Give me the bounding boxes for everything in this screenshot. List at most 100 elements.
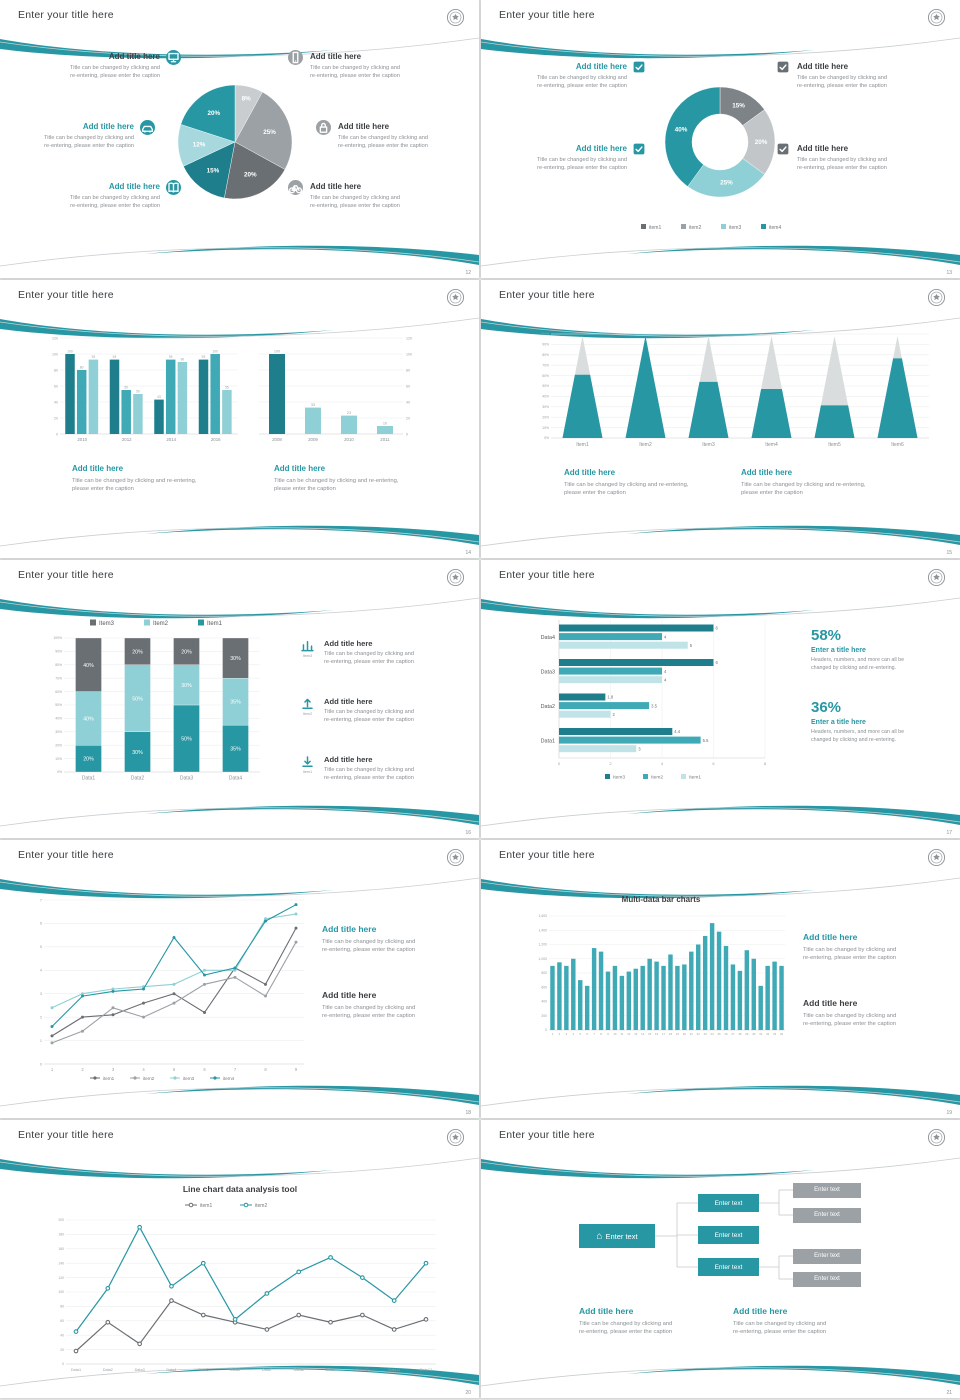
slide-title: Enter your title here <box>18 849 114 861</box>
page-number: 17 <box>946 830 952 836</box>
svg-text:400: 400 <box>541 1000 547 1004</box>
svg-text:Data5: Data5 <box>198 1368 208 1372</box>
flow-mid-node: Enter text <box>698 1258 759 1276</box>
svg-text:Item2: Item2 <box>153 621 169 627</box>
caption: Headers, numbers, and more can all be <box>811 657 905 663</box>
icon-sub-label: Item1 <box>302 770 313 774</box>
svg-text:60: 60 <box>54 384 58 388</box>
caption: Title can be changed by clicking and <box>322 1005 416 1011</box>
caption: re-entering, please enter the caption <box>70 73 160 79</box>
svg-text:Data11: Data11 <box>388 1368 400 1372</box>
caption: re-entering, please enter the caption <box>322 947 416 953</box>
school-seal-icon <box>446 848 465 867</box>
svg-text:Data2: Data2 <box>541 704 555 710</box>
svg-text:Data1: Data1 <box>541 738 555 744</box>
svg-text:Data2: Data2 <box>131 776 145 782</box>
svg-text:2009: 2009 <box>308 437 318 442</box>
add-title: Add title here <box>338 122 390 131</box>
svg-text:16: 16 <box>655 1032 659 1036</box>
svg-text:Data10: Data10 <box>356 1368 368 1372</box>
svg-text:2016: 2016 <box>211 437 221 442</box>
flow-leaf-node: Enter text <box>793 1248 861 1264</box>
svg-text:2: 2 <box>613 712 616 717</box>
bar-chart: 0 20 40 60 80 100 120 100 2008 33 2009 23 2010 10 2011 <box>259 336 412 442</box>
svg-text:1: 1 <box>51 1067 54 1072</box>
caption: Title can be changed by clicking and <box>310 65 400 71</box>
caption: Headers, numbers, and more can all be <box>811 729 905 735</box>
add-title: Add title here <box>579 1306 634 1316</box>
svg-text:Data1: Data1 <box>71 1368 81 1372</box>
node-label: Enter text <box>814 1212 840 1218</box>
caption: Title can be changed by clicking and re-… <box>741 482 866 488</box>
svg-text:40: 40 <box>54 400 58 404</box>
svg-text:29: 29 <box>745 1032 749 1036</box>
svg-text:5: 5 <box>690 643 693 648</box>
slide-title: Enter your title here <box>499 1129 595 1141</box>
svg-text:20%: 20% <box>132 649 143 655</box>
slide-header: Enter your title here <box>481 280 960 314</box>
svg-text:10: 10 <box>613 1032 617 1036</box>
check-icon <box>777 61 789 73</box>
svg-text:90%: 90% <box>55 650 62 654</box>
slide-page-19: Enter your title here Multi-data bar cha… <box>481 840 960 1118</box>
svg-text:Data3: Data3 <box>135 1368 145 1372</box>
add-title: Add title here <box>72 464 124 473</box>
svg-text:24: 24 <box>711 1032 715 1036</box>
svg-text:100: 100 <box>406 352 412 356</box>
chart-legend: item1 item2 <box>185 1202 267 1209</box>
svg-text:item3: item3 <box>729 225 741 231</box>
svg-text:40: 40 <box>60 1333 64 1337</box>
caption: re-entering, please enter the caption <box>338 143 428 149</box>
add-title: Add title here <box>564 468 616 477</box>
svg-text:Data7: Data7 <box>262 1368 272 1372</box>
svg-text:80: 80 <box>54 368 58 372</box>
svg-text:Data1: Data1 <box>82 776 96 782</box>
svg-text:50%: 50% <box>55 703 62 707</box>
svg-text:60%: 60% <box>55 690 62 694</box>
node-label: Enter text <box>714 1231 743 1239</box>
school-seal-icon <box>927 1128 946 1147</box>
slide-header: Enter your title here <box>0 1120 479 1154</box>
svg-text:5: 5 <box>579 1032 581 1036</box>
slide-page-18: Enter your title here 0 1 2 3 4 5 6 7 1 2 3 4 5 6 7 8 9 i… <box>0 840 479 1118</box>
page-number: 16 <box>465 830 471 836</box>
add-title: Add title here <box>575 144 627 153</box>
page-number: 14 <box>465 550 471 556</box>
svg-text:Item3: Item3 <box>702 442 715 448</box>
slide-header: Enter your title here <box>481 1120 960 1154</box>
upload-icon <box>302 698 313 710</box>
svg-text:7: 7 <box>593 1032 595 1036</box>
svg-text:Data4: Data4 <box>229 776 243 782</box>
svg-text:Item1: Item1 <box>576 442 589 448</box>
caption: please enter the caption <box>72 486 134 492</box>
caption: please enter the caption <box>274 486 336 492</box>
svg-text:1,200: 1,200 <box>539 943 548 947</box>
chart-title: Multi-data bar charts <box>621 895 701 904</box>
svg-text:Item2: Item2 <box>651 775 663 781</box>
lock-icon <box>316 120 331 135</box>
svg-text:2011: 2011 <box>380 437 390 442</box>
add-title: Add title here <box>322 924 377 934</box>
svg-text:4: 4 <box>142 1067 145 1072</box>
svg-text:8%: 8% <box>242 95 252 102</box>
page-number: 15 <box>946 550 952 556</box>
svg-text:93: 93 <box>202 355 206 359</box>
svg-text:28: 28 <box>738 1032 742 1036</box>
slide-header: Enter your title here <box>481 560 960 594</box>
svg-text:20: 20 <box>54 416 58 420</box>
caption: re-entering, please enter the caption <box>537 83 627 89</box>
add-title: Add title here <box>803 932 858 942</box>
slide-body: 0% 10% 20% 30% 40% 50% 60% 70% 80% 90% 100% Item1 It… <box>481 280 960 558</box>
node-label: Enter text <box>814 1276 840 1282</box>
svg-text:Data3: Data3 <box>180 776 194 782</box>
caption: Title can be changed by clicking and <box>537 157 627 163</box>
pie-chart: 8% 25% 20% 15% 12% 20% <box>177 84 293 200</box>
slide-body: Item3 Item2 Item1 0% 10% 20% 30% 40% 50% 60% 70% 80… <box>0 560 479 838</box>
node-label: Enter text <box>814 1253 840 1259</box>
add-title: Add title here <box>108 182 160 191</box>
slide-header: Enter your title here <box>0 560 479 594</box>
page-number: 19 <box>946 1110 952 1116</box>
slide-body: Multi-data bar charts 0 200 400 600 800 1,000 1… <box>481 840 960 1118</box>
svg-text:800: 800 <box>541 971 547 975</box>
